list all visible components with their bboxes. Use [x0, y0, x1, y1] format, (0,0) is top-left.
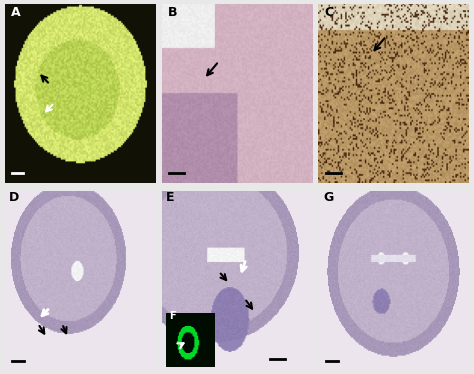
- Text: B: B: [168, 6, 177, 19]
- Text: D: D: [9, 191, 19, 204]
- Text: F: F: [169, 311, 175, 321]
- Text: E: E: [166, 191, 174, 204]
- Text: A: A: [11, 6, 20, 19]
- Text: G: G: [323, 191, 333, 204]
- Text: C: C: [325, 6, 334, 19]
